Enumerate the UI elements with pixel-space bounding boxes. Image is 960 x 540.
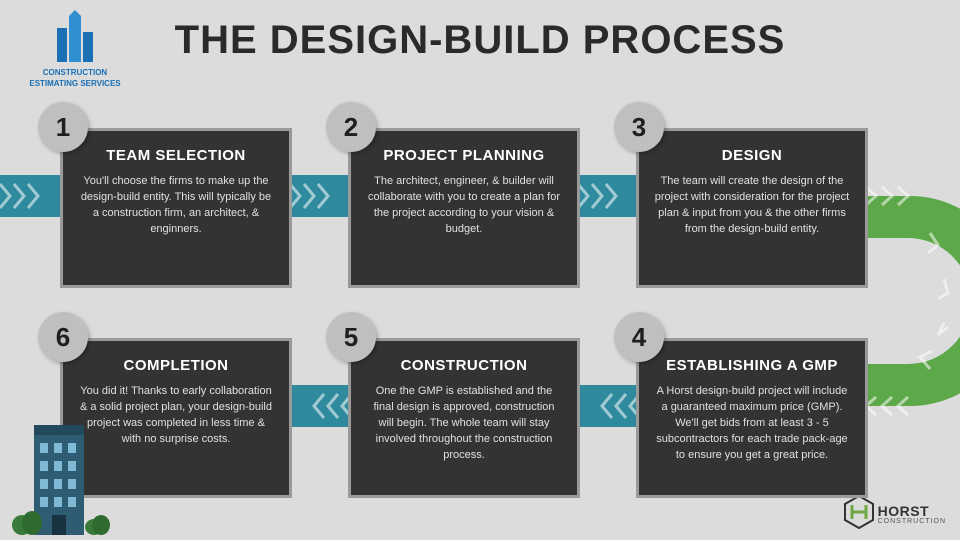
flow-arrow — [290, 175, 352, 217]
step-title: TEAM SELECTION — [77, 147, 275, 164]
step-number: 3 — [614, 102, 664, 152]
step-body: The team will create the design of the p… — [653, 174, 851, 238]
hexagon-icon — [844, 495, 874, 534]
logo-horst-sub: CONSTRUCTION — [878, 518, 946, 525]
step-title: CONSTRUCTION — [365, 357, 563, 374]
step-body: The architect, engineer, & builder will … — [365, 174, 563, 238]
building-icon — [53, 10, 97, 67]
step-card: 5 CONSTRUCTION One the GMP is establishe… — [348, 338, 580, 498]
step-card: 6 COMPLETION You did it! Thanks to early… — [60, 338, 292, 498]
step-title: PROJECT PLANNING — [365, 147, 563, 164]
logo-horst: HORST CONSTRUCTION — [844, 495, 946, 534]
flow-arrow — [290, 385, 352, 427]
page-title: THE DESIGN-BUILD PROCESS — [0, 18, 960, 63]
flow-arrow — [578, 175, 640, 217]
step-number: 4 — [614, 312, 664, 362]
flow-arrow — [578, 385, 640, 427]
logo-horst-name: HORST — [878, 504, 946, 518]
logo-text-line1: CONSTRUCTION — [20, 69, 130, 78]
flow-curve — [860, 175, 960, 427]
step-number: 2 — [326, 102, 376, 152]
step-body: You did it! Thanks to early collaboratio… — [77, 384, 275, 448]
flow-arrow — [0, 175, 62, 217]
step-card: 3 DESIGN The team will create the design… — [636, 128, 868, 288]
logo-text-line2: ESTIMATING SERVICES — [20, 80, 130, 89]
step-body: A Horst design-build project will includ… — [653, 384, 851, 464]
step-card: 4 ESTABLISHING A GMP A Horst design-buil… — [636, 338, 868, 498]
step-title: COMPLETION — [77, 357, 275, 374]
step-title: DESIGN — [653, 147, 851, 164]
logo-construction-estimating: CONSTRUCTION ESTIMATING SERVICES — [20, 10, 130, 89]
step-number: 5 — [326, 312, 376, 362]
step-body: You'll choose the firms to make up the d… — [77, 174, 275, 238]
step-card: 2 PROJECT PLANNING The architect, engine… — [348, 128, 580, 288]
bush-icon — [84, 513, 110, 540]
bush-icon — [12, 509, 42, 540]
step-title: ESTABLISHING A GMP — [653, 357, 851, 374]
step-body: One the GMP is established and the final… — [365, 384, 563, 464]
step-number: 1 — [38, 102, 88, 152]
step-number: 6 — [38, 312, 88, 362]
step-card: 1 TEAM SELECTION You'll choose the firms… — [60, 128, 292, 288]
